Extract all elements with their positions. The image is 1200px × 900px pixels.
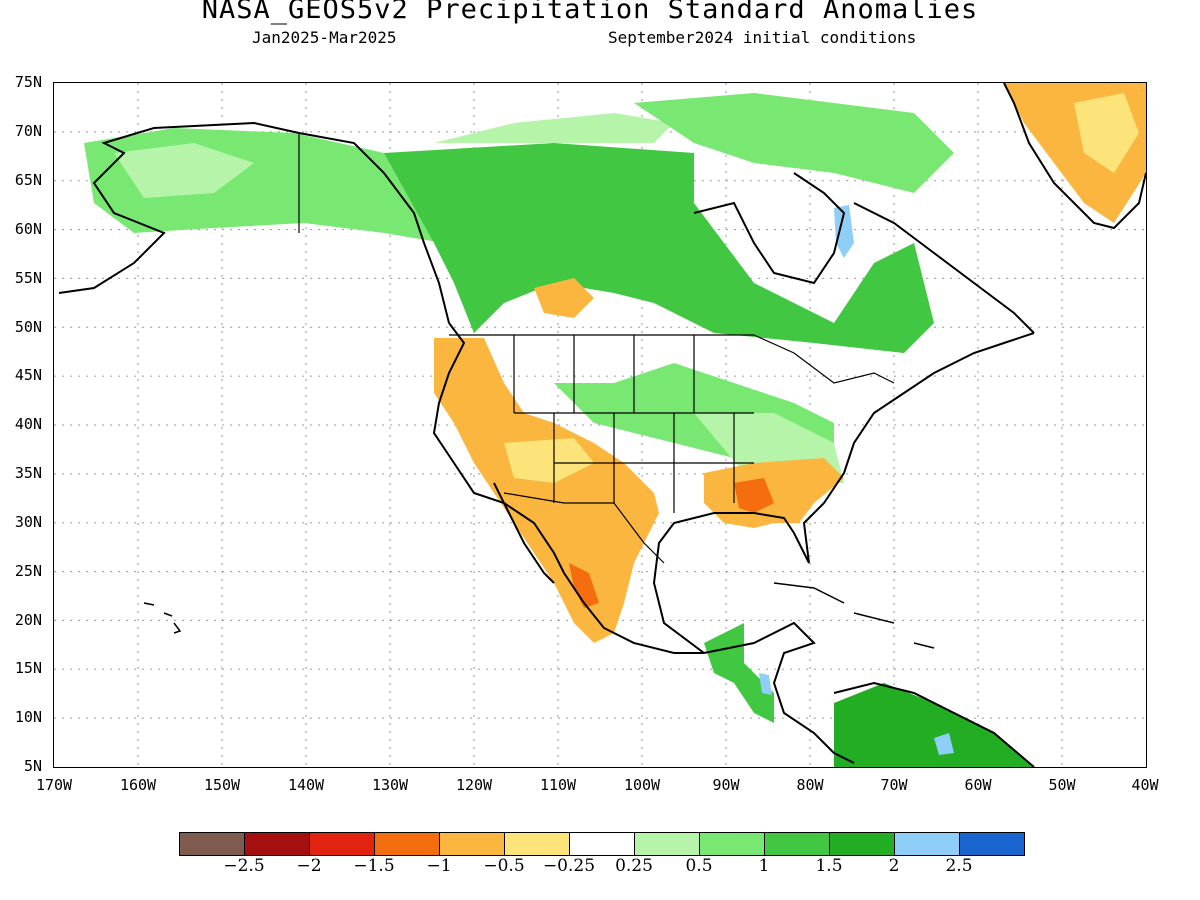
canada-light-wet [434,113,674,143]
islands [143,582,935,649]
legend-label: −0.5 [483,856,525,876]
baja [493,482,555,584]
lon-label: 80W [796,776,824,794]
north-islands-wet [634,93,954,193]
lat-label: 60N [14,220,42,238]
central-america-wet [704,623,774,723]
lon-label: 130W [371,776,409,794]
southwest-dry [434,338,659,643]
lon-label: 140W [287,776,325,794]
legend-label: 1 [758,856,770,876]
mexico-very-dry [569,563,599,608]
legend-label: 2.5 [945,856,973,876]
legend-label: −2.5 [223,856,265,876]
anomaly-map [53,82,1147,768]
southwest-light-dry [504,438,594,483]
lat-label: 35N [14,464,42,482]
caribbean-islands [773,582,935,649]
lon-label: 150W [203,776,241,794]
legend-label: 1.5 [815,856,843,876]
legend-swatch [310,833,375,855]
lat-label: 20N [14,611,42,629]
lon-label: 50W [1048,776,1076,794]
labrador [853,202,1035,334]
legend-swatch [440,833,505,855]
forecast-period: Jan2025-Mar2025 [252,28,397,47]
anomaly-shading [84,83,1146,767]
lat-label: 25N [14,562,42,580]
coastlines [58,83,1146,767]
lat-label: 15N [14,659,42,677]
hudson-blue [834,205,854,258]
lat-label: 65N [14,171,42,189]
greenland [1003,83,1146,230]
map-title: NASA_GEOS5v2 Precipitation Standard Anom… [201,0,979,25]
color-legend [179,832,1025,856]
legend-swatch [245,833,310,855]
lat-label: 40N [14,415,42,433]
state-lines-2 [553,413,754,513]
legend-swatch [700,833,765,855]
lon-label: 110W [539,776,577,794]
legend-label: 0.25 [615,856,653,876]
legend-swatch [960,833,1024,855]
legend-swatch [635,833,700,855]
southeast-very-dry [734,478,774,513]
hawaii-islands [143,602,182,634]
central-america-blue [759,673,772,695]
lat-label: 55N [14,269,42,287]
alaska-coast [58,121,450,324]
lat-label: 45N [14,366,42,384]
south-america-wet [834,683,1034,767]
legend-swatch [895,833,960,855]
state-lines-1 [513,335,754,414]
west-coast [432,322,704,654]
south-america-blue [934,733,954,755]
lat-label: 70N [14,122,42,140]
southeast-dry [704,458,844,528]
initial-conditions: September2024 initial conditions [608,28,917,47]
lon-label: 60W [964,776,992,794]
lon-label: 100W [623,776,661,794]
legend-swatch [375,833,440,855]
canada-wet [384,143,934,353]
lon-label: 70W [880,776,908,794]
legend-label: −1.5 [353,856,395,876]
lon-label: 90W [712,776,740,794]
lat-label: 50N [14,318,42,336]
lon-label: 160W [119,776,157,794]
gulf-coast [652,332,1035,654]
lat-label: 10N [14,708,42,726]
legend-swatch [765,833,830,855]
alberta-dry [534,278,594,318]
greenland-light-dry [1074,93,1139,173]
south-america-coast [833,681,1035,767]
map-svg [54,83,1146,767]
legend-label: 2 [888,856,900,876]
legend-swatch [570,833,635,855]
lat-label: 75N [14,73,42,91]
lon-label: 40W [1131,776,1159,794]
borders [298,133,895,564]
legend-swatch [180,833,245,855]
lat-label: 5N [23,757,42,775]
alaska-light-wet [114,143,254,198]
legend-swatch [830,833,895,855]
lon-label: 120W [455,776,493,794]
legend-label: −1 [426,856,452,876]
legend-label: −0.25 [542,856,596,876]
lat-label: 30N [14,513,42,531]
legend-swatch [505,833,570,855]
central-america [703,621,855,764]
legend-label: 0.5 [685,856,713,876]
legend-label: −2 [296,856,322,876]
us-canada-border [449,334,895,384]
hudson-bay [693,172,846,285]
lon-label: 170W [35,776,73,794]
